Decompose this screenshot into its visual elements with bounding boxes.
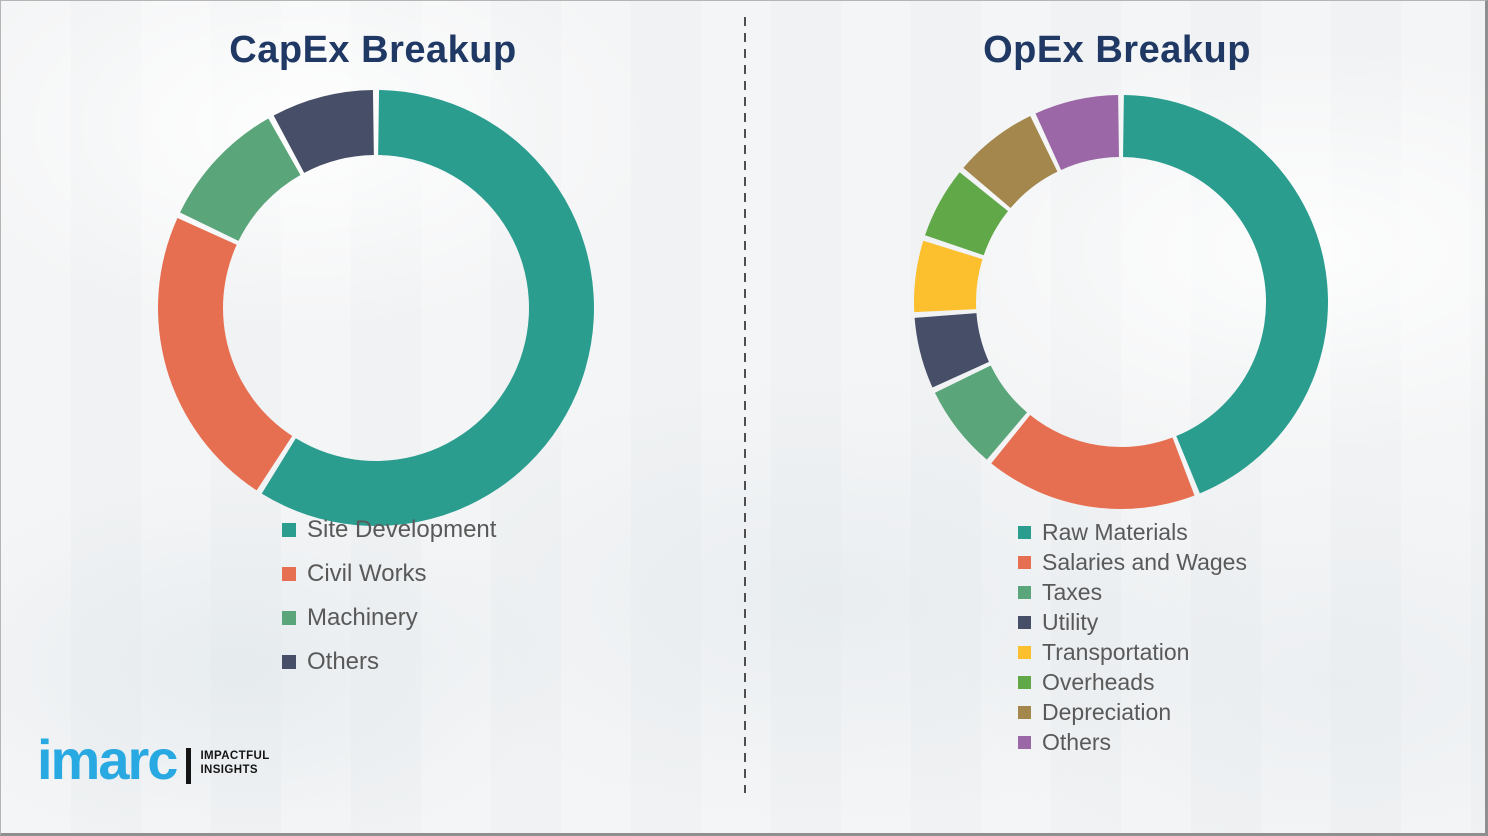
legend-swatch-icon [282, 611, 296, 625]
donut-segment-depreciation [963, 115, 1058, 209]
legend-label: Raw Materials [1042, 518, 1188, 545]
legend-label: Utility [1042, 608, 1099, 635]
legend-label: Taxes [1042, 578, 1103, 605]
donut-segment-taxes [934, 365, 1028, 460]
donut-segment-others [1035, 95, 1119, 170]
legend-item: Taxes [1018, 577, 1247, 607]
legend-item: Civil Works [282, 552, 496, 596]
legend-swatch-icon [1018, 555, 1031, 569]
legend-item: Others [1018, 727, 1247, 757]
legend-item: Salaries and Wages [1018, 547, 1247, 577]
imarc-tagline-line1: IMPACTFUL [200, 750, 270, 762]
vertical-dashed-divider [744, 17, 746, 793]
legend-label: Civil Works [307, 560, 427, 587]
donut-segment-raw-materials [1123, 95, 1328, 494]
donut-segment-others [273, 90, 374, 173]
legend-label: Others [1042, 728, 1112, 755]
donut-segment-utility [914, 313, 989, 388]
donut-segment-overheads [925, 172, 1008, 256]
donut-segment-transportation [914, 240, 983, 313]
legend-item: Utility [1018, 607, 1247, 637]
legend-item: Overheads [1018, 667, 1247, 697]
imarc-logo: imarc IMPACTFUL INSIGHTS [37, 732, 270, 788]
legend-swatch-icon [282, 567, 296, 581]
legend-item: Transportation [1018, 637, 1247, 667]
legend-swatch-icon [1018, 735, 1031, 749]
legend-swatch-icon [1018, 525, 1031, 539]
donut-segment-machinery [180, 118, 301, 241]
legend-label: Depreciation [1042, 698, 1172, 725]
capex-donut-chart [158, 90, 594, 526]
legend-swatch-icon [1018, 675, 1031, 689]
legend-label: Salaries and Wages [1042, 548, 1247, 575]
opex-chart-title: OpEx Breakup [983, 29, 1251, 71]
legend-swatch-icon [282, 655, 296, 669]
capex-legend: Site Development Civil Works Machinery Othe… [282, 508, 496, 684]
donut-segment-civil-works [158, 217, 293, 491]
legend-item: Others [282, 640, 496, 684]
donut-segment-salaries-and-wages [991, 415, 1195, 509]
legend-label: Transportation [1042, 638, 1190, 665]
legend-item: Raw Materials [1018, 517, 1247, 547]
imarc-logo-wordmark: imarc [37, 728, 178, 791]
imarc-logo-divider-bar [186, 748, 192, 784]
legend-swatch-icon [1018, 585, 1031, 599]
legend-swatch-icon [1018, 705, 1031, 719]
legend-item: Depreciation [1018, 697, 1247, 727]
opex-legend: Raw Materials Salaries and Wages Taxes Util… [1018, 517, 1247, 757]
opex-donut-chart [914, 95, 1328, 509]
capex-chart-title: CapEx Breakup [229, 29, 517, 71]
legend-item: Machinery [282, 596, 496, 640]
legend-swatch-icon [1018, 645, 1031, 659]
imarc-tagline-line2: INSIGHTS [200, 764, 258, 776]
legend-label: Others [307, 648, 380, 675]
legend-label: Overheads [1042, 668, 1155, 695]
legend-swatch-icon [1018, 615, 1031, 629]
legend-label: Machinery [307, 604, 418, 631]
legend-item: Site Development [282, 508, 496, 552]
imarc-logo-tagline: IMPACTFUL INSIGHTS [200, 749, 269, 777]
legend-label: Site Development [307, 516, 497, 543]
legend-swatch-icon [282, 523, 296, 537]
donut-segment-site-development [261, 90, 594, 526]
